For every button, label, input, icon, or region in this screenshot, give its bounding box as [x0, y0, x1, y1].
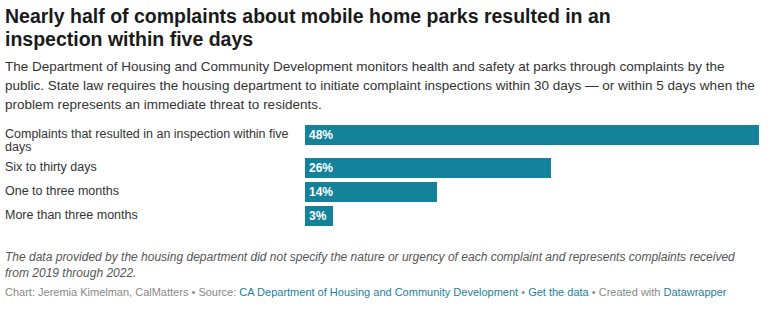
plot-area: Complaints that resulted in an inspectio…	[5, 125, 759, 226]
data-label: 26%	[309, 158, 333, 178]
separator: •	[592, 286, 596, 298]
get-data-link[interactable]: Get the data	[528, 286, 589, 298]
bar-area: 26%	[305, 158, 759, 178]
bar-area: 14%	[305, 182, 759, 202]
title: Nearly half of complaints about mobile h…	[5, 5, 685, 51]
notes: The data provided by the housing departm…	[5, 250, 759, 281]
subtitle: The Department of Housing and Community …	[5, 57, 759, 114]
bar-row: Complaints that resulted in an inspectio…	[5, 125, 759, 154]
data-label: 48%	[309, 125, 333, 145]
source-line: Chart: Jeremia Kimelman, CalMatters • So…	[5, 285, 759, 299]
source-label: Source:	[198, 286, 236, 298]
category-label: More than three months	[5, 206, 305, 222]
category-label: Complaints that resulted in an inspectio…	[5, 125, 305, 154]
category-label: Six to thirty days	[5, 158, 305, 174]
bar-area: 48%	[305, 125, 759, 145]
bar-area: 3%	[305, 206, 759, 226]
separator: •	[521, 286, 525, 298]
bar-row: Six to thirty days26%	[5, 158, 759, 178]
bar-row: One to three months14%	[5, 182, 759, 202]
data-label: 3%	[309, 206, 326, 226]
credit: Chart: Jeremia Kimelman, CalMatters	[5, 286, 188, 298]
source-link[interactable]: CA Department of Housing and Community D…	[239, 286, 518, 298]
separator: •	[191, 286, 195, 298]
created-with: Created with	[599, 286, 661, 298]
chart-wrapper: Nearly half of complaints about mobile h…	[0, 0, 769, 299]
bar	[305, 125, 759, 145]
data-label: 14%	[309, 182, 333, 202]
bar	[305, 158, 551, 178]
tool-link[interactable]: Datawrapper	[664, 286, 727, 298]
bar-row: More than three months3%	[5, 206, 759, 226]
category-label: One to three months	[5, 182, 305, 198]
